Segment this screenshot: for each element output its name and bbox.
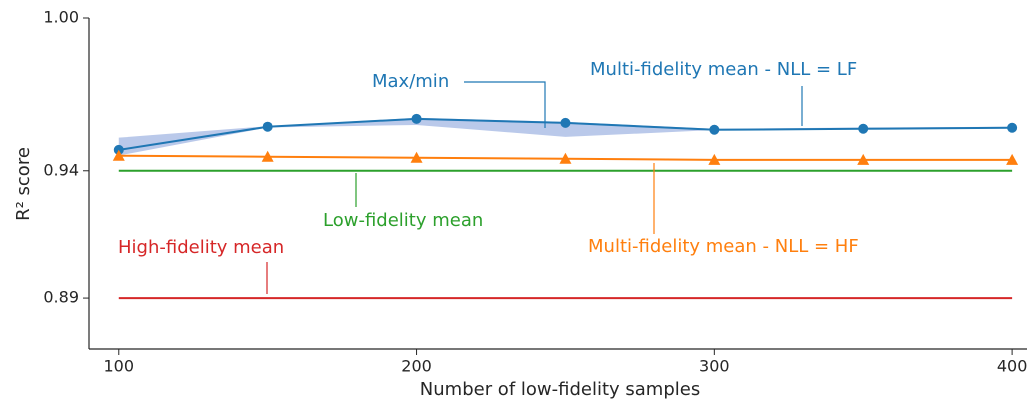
y-tick-label: 0.94 (43, 160, 79, 179)
annotation: Multi-fidelity mean - NLL = LF (590, 59, 857, 80)
min-max-band (118, 117, 1013, 156)
marker (410, 151, 423, 163)
x-axis-label: Number of low-fidelity samples (420, 379, 700, 400)
marker (559, 152, 572, 164)
marker (1006, 153, 1019, 165)
annotation: Multi-fidelity mean - NLL = HF (588, 236, 859, 257)
y-tick-label: 0.89 (43, 288, 79, 307)
marker (709, 124, 720, 135)
marker (857, 153, 870, 165)
marker (708, 153, 721, 165)
y-axis-label: R² score (13, 147, 34, 221)
marker (411, 113, 422, 124)
marker (262, 121, 273, 132)
x-tick-label: 400 (997, 357, 1027, 376)
marker (112, 149, 125, 161)
annotation-line (464, 81, 546, 128)
x-tick-label: 100 (104, 357, 135, 376)
marker (261, 150, 274, 162)
y-tick-label: 1.00 (43, 8, 79, 27)
annotation: Low-fidelity mean (323, 210, 483, 231)
x-tick-label: 300 (699, 357, 730, 376)
marker (1007, 122, 1018, 133)
marker (560, 117, 571, 128)
marker (858, 123, 869, 134)
annotation: High-fidelity mean (118, 237, 284, 258)
annotation: Max/min (372, 71, 449, 92)
x-tick-label: 200 (401, 357, 432, 376)
